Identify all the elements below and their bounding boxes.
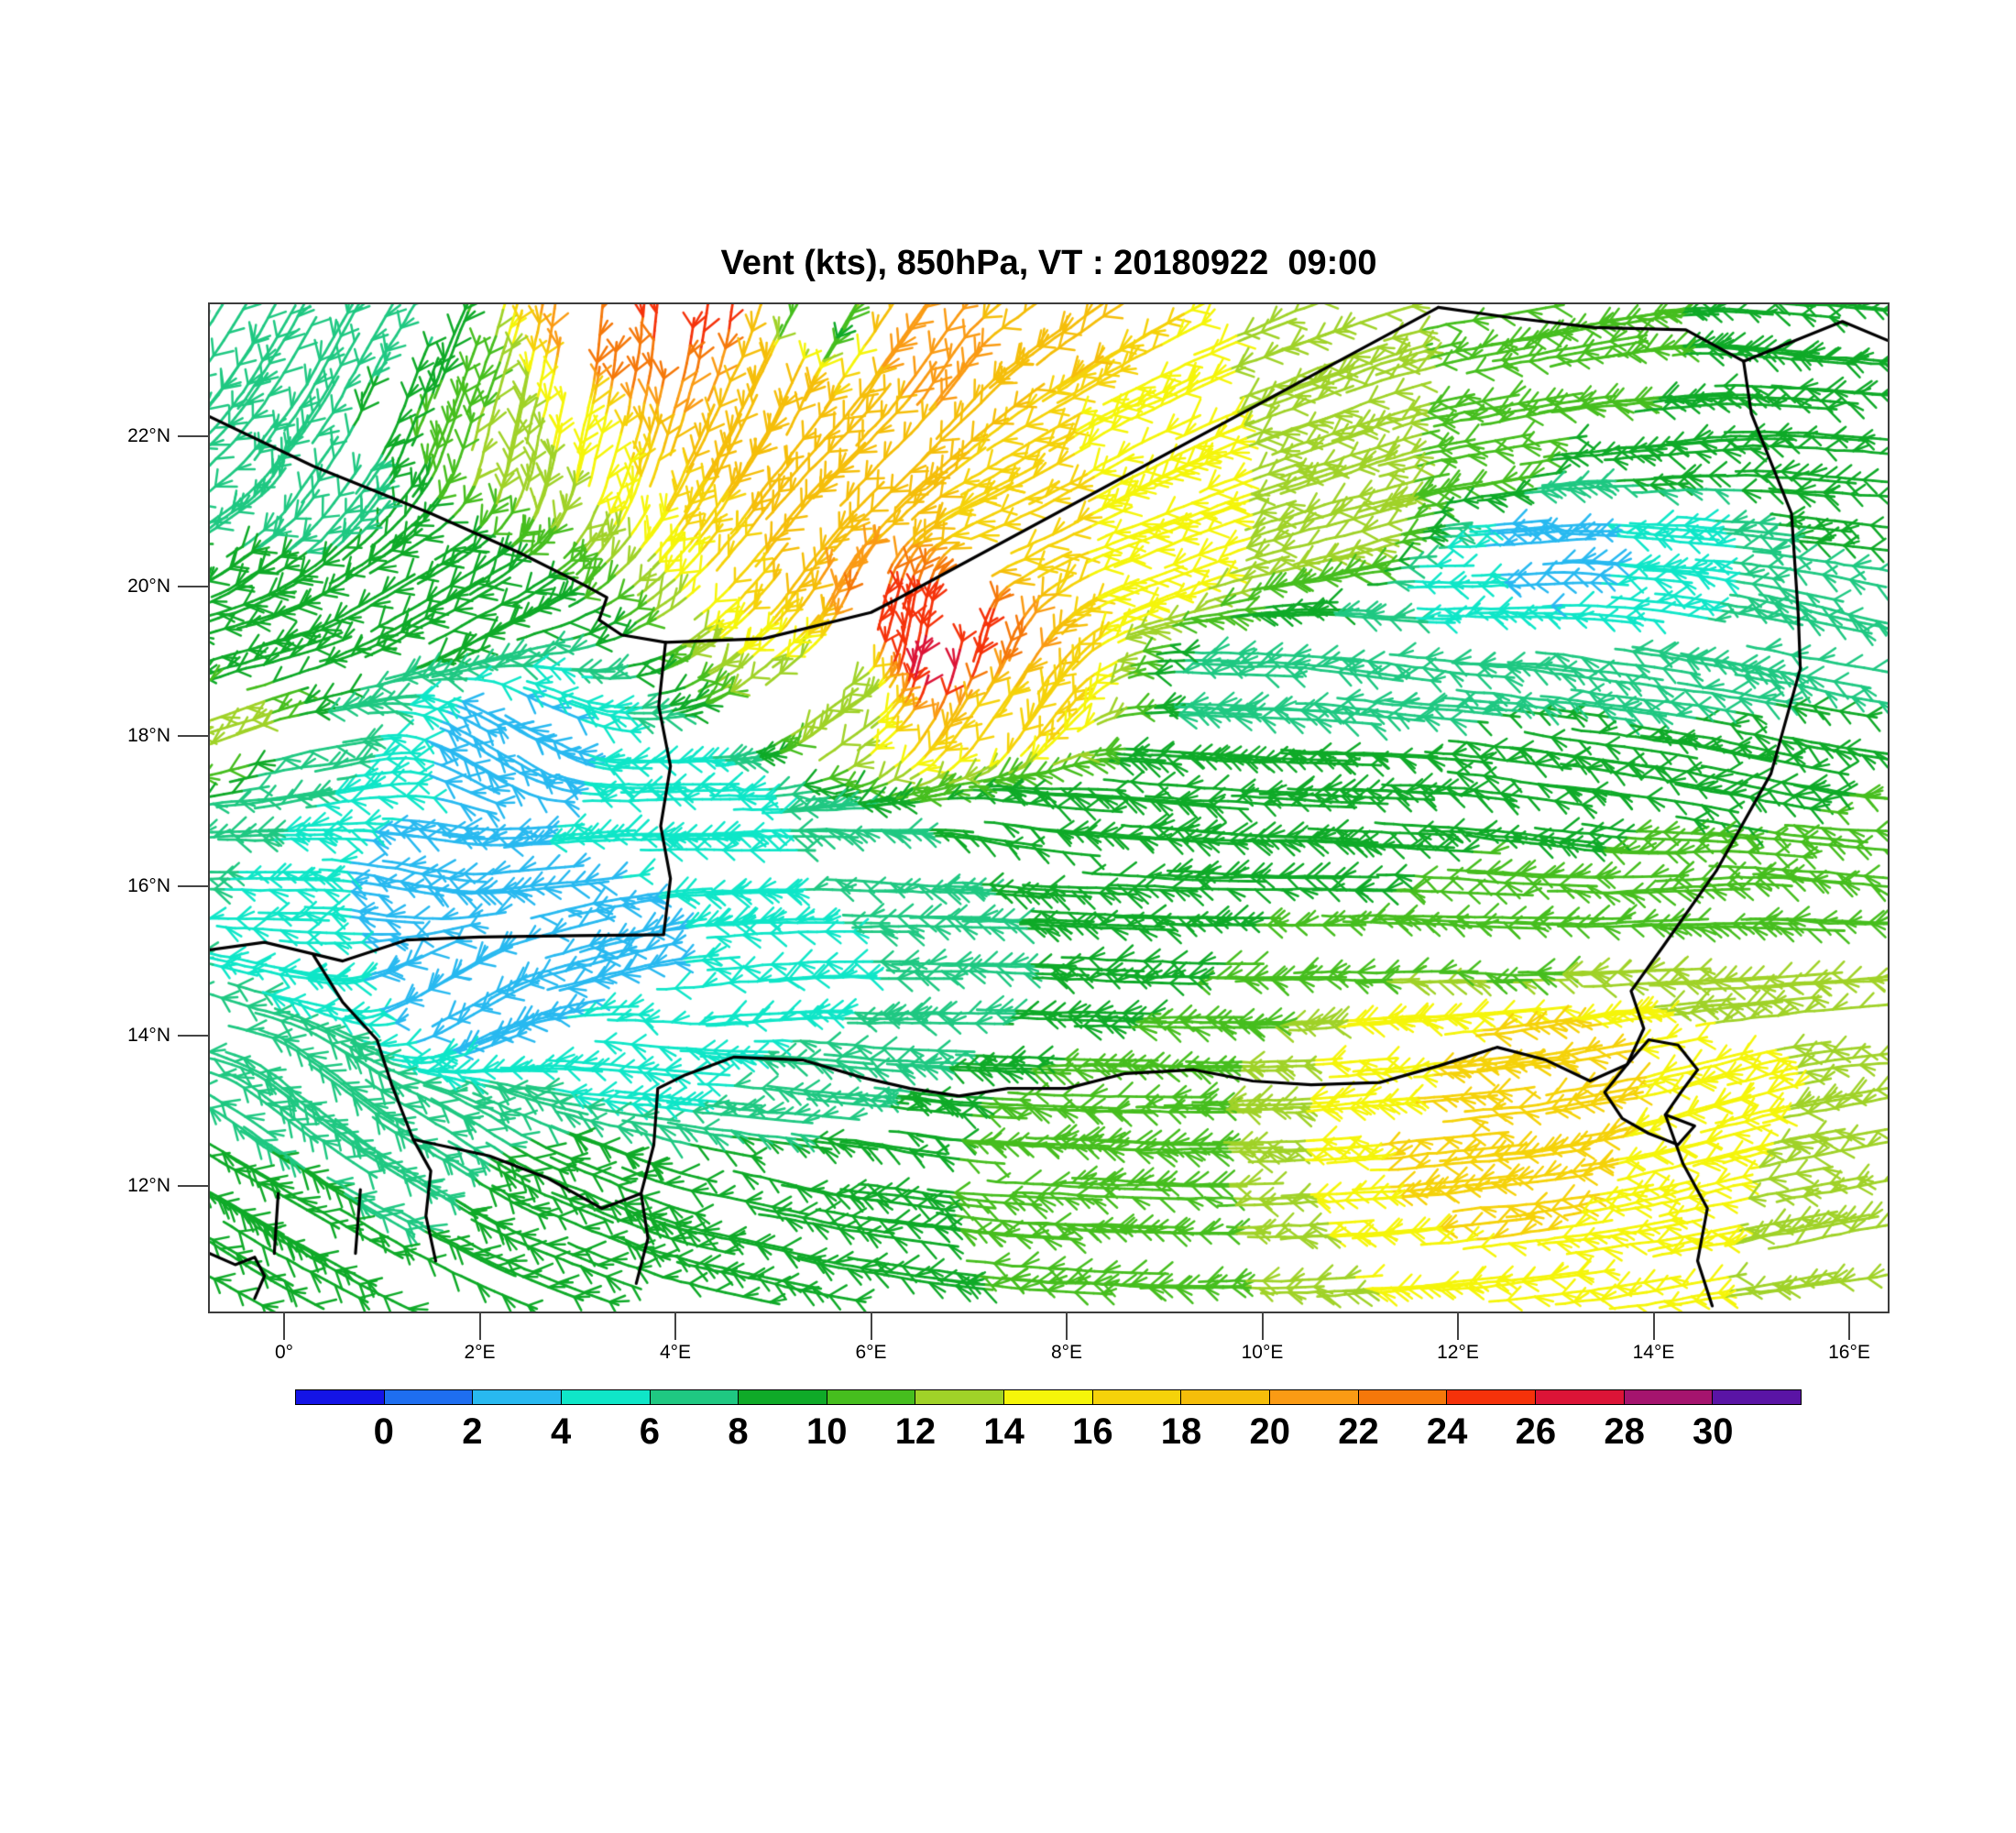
colorbar-tick-label: 8 <box>728 1411 749 1452</box>
lon-tick-mark <box>1457 1312 1459 1340</box>
colorbar-tick-label: 10 <box>805 1411 848 1452</box>
colorbar-tick-label: 22 <box>1338 1411 1379 1452</box>
chart-title: Vent (kts), 850hPa, VT : 20180922 09:00 <box>720 244 1377 282</box>
lon-tick-label: 12°E <box>1437 1342 1479 1363</box>
colorbar-tick-label: 6 <box>639 1411 660 1452</box>
lat-tick-label: 14°N <box>127 1025 170 1047</box>
wind-barb-canvas <box>210 304 1888 1312</box>
lat-tick-mark <box>178 735 209 738</box>
colorbar-segment <box>472 1389 562 1405</box>
lat-tick-label: 12°N <box>127 1175 170 1196</box>
lon-tick-mark <box>1652 1312 1655 1340</box>
lat-tick-label: 18°N <box>127 725 170 747</box>
lon-tick-label: 2°E <box>464 1342 496 1363</box>
lat-tick-mark <box>178 435 209 437</box>
lon-tick-label: 10°E <box>1241 1342 1284 1363</box>
lat-tick-mark <box>178 1185 209 1187</box>
colorbar-tick-label: 0 <box>373 1411 394 1452</box>
lat-tick-label: 20°N <box>127 575 170 597</box>
colorbar-segment <box>649 1389 740 1405</box>
lon-tick-label: 14°E <box>1632 1342 1675 1363</box>
colorbar-tick-label: 28 <box>1604 1411 1645 1452</box>
lon-tick-mark <box>1066 1312 1068 1340</box>
colorbar-tick-label: 4 <box>550 1411 572 1452</box>
colorbar-tick-label: 26 <box>1515 1411 1557 1452</box>
lon-tick-label: 0° <box>274 1342 294 1363</box>
colorbar-segment <box>295 1389 385 1405</box>
colorbar-segment <box>1534 1389 1625 1405</box>
lon-tick-mark <box>1261 1312 1264 1340</box>
colorbar-segment <box>1357 1389 1448 1405</box>
colorbar-segment <box>383 1389 474 1405</box>
colorbar-segment <box>1712 1389 1802 1405</box>
lon-tick-label: 16°E <box>1828 1342 1870 1363</box>
lon-tick-mark <box>478 1312 481 1340</box>
lon-tick-mark <box>870 1312 872 1340</box>
lat-tick-label: 16°N <box>127 874 170 896</box>
colorbar-segment <box>1269 1389 1359 1405</box>
colorbar-segment <box>560 1389 651 1405</box>
colorbar-segment <box>1623 1389 1714 1405</box>
lon-tick-mark <box>283 1312 285 1340</box>
colorbar-tick-label: 18 <box>1160 1411 1202 1452</box>
colorbar-tick-label: 30 <box>1693 1411 1734 1452</box>
lon-tick-mark <box>674 1312 676 1340</box>
lat-tick-mark <box>178 1035 209 1037</box>
colorbar-tick-label: 14 <box>983 1411 1024 1452</box>
lat-tick-mark <box>178 585 209 587</box>
colorbar-tick-label: 2 <box>462 1411 483 1452</box>
lon-tick-label: 4°E <box>659 1342 692 1363</box>
map-frame <box>208 302 1890 1313</box>
colorbar-tick-label: 24 <box>1426 1411 1468 1452</box>
lon-tick-label: 6°E <box>855 1342 887 1363</box>
lat-tick-label: 22°N <box>127 425 170 446</box>
colorbar-segment <box>1091 1389 1182 1405</box>
colorbar-tick-label: 12 <box>894 1411 937 1452</box>
colorbar-segment <box>915 1389 1005 1405</box>
colorbar <box>295 1389 1802 1405</box>
colorbar-tick-label: 20 <box>1249 1411 1291 1452</box>
lat-tick-mark <box>178 884 209 887</box>
lon-tick-label: 8°E <box>1050 1342 1083 1363</box>
colorbar-segment <box>738 1389 827 1405</box>
colorbar-segment <box>1446 1389 1536 1405</box>
colorbar-segment <box>1180 1389 1271 1405</box>
colorbar-segment <box>826 1389 916 1405</box>
colorbar-segment <box>1003 1389 1093 1405</box>
colorbar-tick-label: 16 <box>1072 1411 1113 1452</box>
lon-tick-mark <box>1848 1312 1850 1340</box>
